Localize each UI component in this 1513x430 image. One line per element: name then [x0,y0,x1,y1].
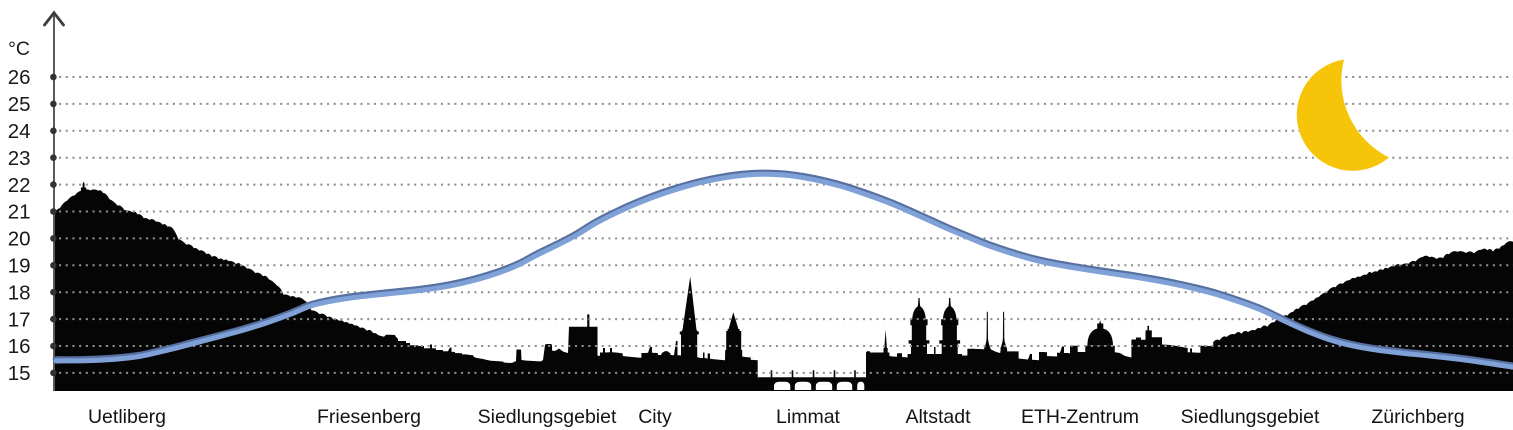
svg-text:20: 20 [8,228,31,251]
svg-text:City: City [638,406,672,428]
svg-text:ETH-Zentrum: ETH-Zentrum [1021,406,1139,428]
svg-text:Limmat: Limmat [776,406,841,428]
svg-text:16: 16 [8,335,31,358]
svg-text:Friesenberg: Friesenberg [317,406,421,428]
svg-text:19: 19 [8,255,31,278]
svg-text:15: 15 [8,362,31,385]
svg-text:26: 26 [8,66,31,89]
svg-text:23: 23 [8,147,31,170]
svg-text:Zürichberg: Zürichberg [1371,406,1464,428]
svg-text:24: 24 [8,120,31,143]
svg-text:22: 22 [8,174,31,197]
svg-text:17: 17 [8,308,31,331]
svg-text:18: 18 [8,281,31,304]
svg-text:Siedlungsgebiet: Siedlungsgebiet [1181,406,1320,428]
svg-text:Altstadt: Altstadt [905,406,971,428]
svg-text:21: 21 [8,201,31,224]
svg-text:Siedlungsgebiet: Siedlungsgebiet [478,406,617,428]
svg-text:Uetliberg: Uetliberg [88,406,166,428]
svg-text:°C: °C [8,38,30,60]
svg-text:25: 25 [8,93,31,116]
